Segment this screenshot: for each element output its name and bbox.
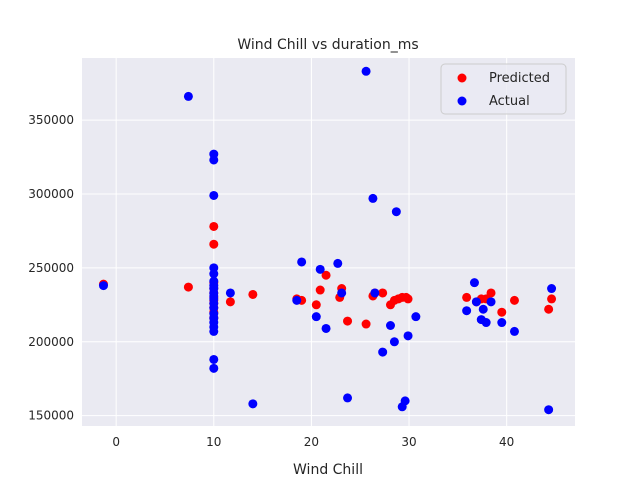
- x-tick-labels: 0 10 20 30 40: [112, 435, 514, 449]
- actual-point: [469, 278, 479, 288]
- y-tick-label: 200000: [28, 335, 74, 349]
- actual-point: [292, 295, 302, 305]
- x-tick-label: 0: [112, 435, 120, 449]
- y-tick-label: 250000: [28, 261, 74, 275]
- predicted-point: [509, 295, 519, 305]
- legend-label-actual: Actual: [489, 94, 530, 109]
- legend-box: [440, 63, 567, 115]
- predicted-point: [225, 297, 235, 307]
- predicted-point: [183, 282, 193, 292]
- actual-point: [411, 312, 421, 322]
- predicted-point: [403, 294, 413, 304]
- predicted-point: [311, 300, 321, 310]
- actual-point: [98, 281, 108, 291]
- actual-point: [471, 297, 481, 307]
- actual-point: [481, 318, 491, 328]
- actual-point: [183, 91, 193, 101]
- predicted-point: [547, 294, 557, 304]
- actual-point: [225, 288, 235, 298]
- x-tick-label: 20: [304, 435, 319, 449]
- predicted-point: [497, 307, 507, 317]
- grid-lines: [82, 58, 575, 426]
- actual-point: [297, 257, 307, 267]
- actual-point: [209, 155, 219, 165]
- actual-point: [368, 193, 378, 203]
- actual-point: [209, 363, 219, 373]
- predicted-point: [321, 270, 331, 280]
- actual-point: [311, 312, 321, 322]
- predicted-point: [209, 221, 219, 231]
- predicted-point: [209, 239, 219, 249]
- data-points: [98, 66, 557, 415]
- actual-point: [209, 354, 219, 364]
- actual-point: [209, 190, 219, 200]
- x-tick-label: 30: [401, 435, 416, 449]
- series-actual: [98, 66, 557, 415]
- y-tick-label: 300000: [28, 187, 74, 201]
- actual-point: [385, 321, 395, 331]
- predicted-point: [378, 288, 388, 298]
- chart-title: Wind Chill vs duration_ms: [237, 37, 418, 53]
- actual-point: [343, 393, 353, 403]
- actual-point: [391, 207, 401, 217]
- legend: Predicted Actual: [440, 63, 567, 115]
- predicted-point: [343, 316, 353, 326]
- actual-point: [248, 399, 258, 409]
- y-tick-labels: 150000 200000 250000 300000 350000: [28, 113, 74, 423]
- actual-point: [497, 318, 507, 328]
- actual-point: [337, 288, 347, 298]
- plot-area: [82, 58, 575, 426]
- actual-point: [315, 264, 325, 274]
- predicted-point: [544, 304, 554, 314]
- y-tick-label: 150000: [28, 409, 74, 423]
- actual-point: [361, 66, 371, 76]
- actual-point: [389, 337, 399, 347]
- actual-point: [321, 323, 331, 333]
- x-tick-label: 40: [499, 435, 514, 449]
- predicted-point: [462, 292, 472, 302]
- actual-point: [544, 405, 554, 415]
- actual-point: [370, 288, 380, 298]
- predicted-point: [248, 289, 258, 299]
- actual-point: [478, 304, 488, 314]
- actual-point: [547, 284, 557, 294]
- y-tick-label: 350000: [28, 113, 74, 127]
- legend-marker-predicted: [457, 73, 467, 83]
- actual-point: [462, 306, 472, 316]
- actual-point: [209, 326, 219, 336]
- legend-marker-actual: [457, 96, 467, 106]
- actual-point: [486, 297, 496, 307]
- x-axis-label: Wind Chill: [293, 462, 363, 478]
- predicted-point: [486, 288, 496, 298]
- x-tick-label: 10: [206, 435, 221, 449]
- actual-point: [403, 331, 413, 341]
- actual-point: [400, 396, 410, 406]
- actual-point: [378, 347, 388, 357]
- actual-point: [209, 269, 219, 279]
- predicted-point: [361, 319, 371, 329]
- predicted-point: [315, 285, 325, 295]
- legend-label-predicted: Predicted: [489, 71, 550, 86]
- actual-point: [333, 258, 343, 268]
- actual-point: [509, 326, 519, 336]
